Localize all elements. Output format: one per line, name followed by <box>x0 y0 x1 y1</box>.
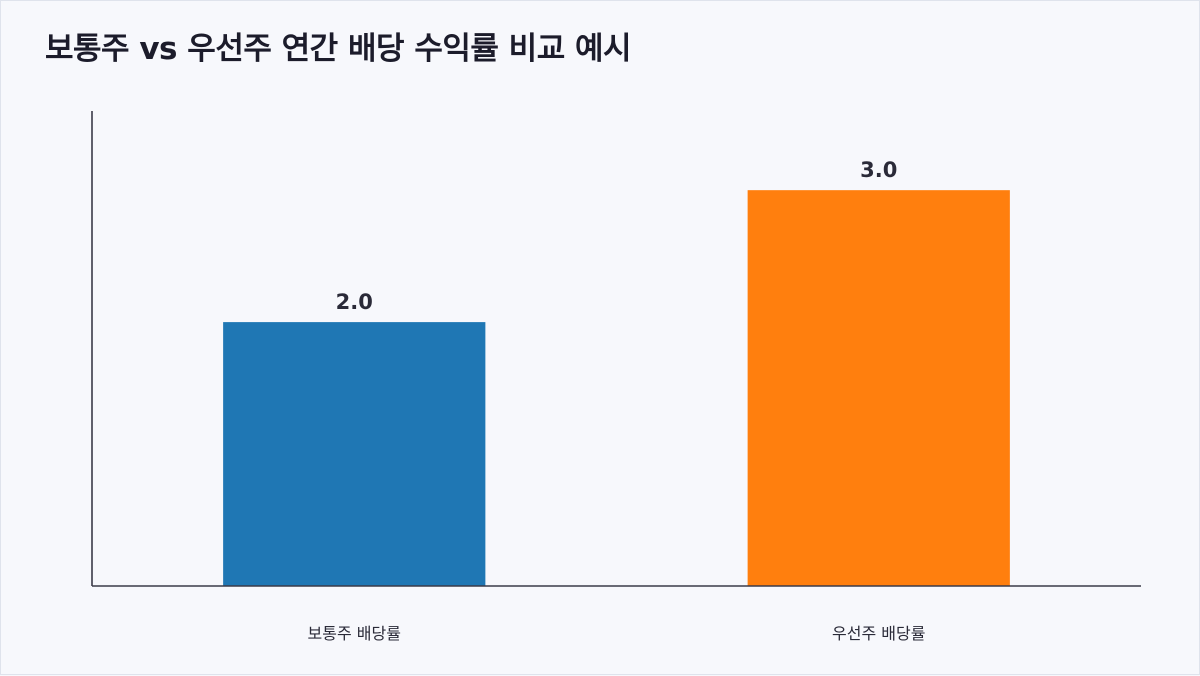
bar-2 <box>747 190 1010 586</box>
value-label-2: 3.0 <box>860 158 897 182</box>
bar-1 <box>223 322 486 586</box>
bars-group <box>223 190 1010 586</box>
chart-title: 보통주 vs 우선주 연간 배당 수익률 비교 예시 <box>45 31 632 67</box>
value-label-1: 2.0 <box>336 290 373 314</box>
category-labels-group: 보통주 배당률 우선주 배당률 <box>308 624 926 643</box>
category-label-2: 우선주 배당률 <box>832 624 925 643</box>
value-labels-group: 2.0 3.0 <box>336 158 898 314</box>
category-label-1: 보통주 배당률 <box>308 624 401 643</box>
